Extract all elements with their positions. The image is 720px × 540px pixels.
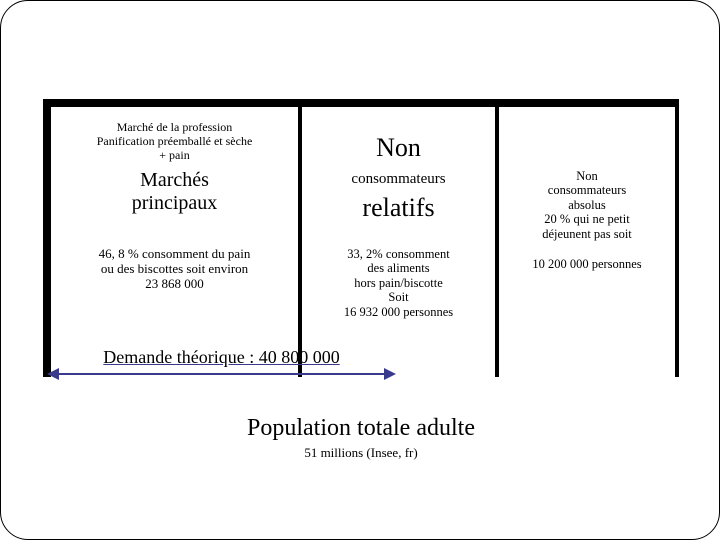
- col3-top: Nonconsommateursabsolus20 % qui ne petit…: [499, 169, 675, 241]
- col-marches-principaux: Marché de la professionPanification prée…: [51, 107, 298, 377]
- col2-big-non: Non: [302, 133, 495, 163]
- col2-body: 33, 2% consommentdes alimentshors pain/b…: [302, 247, 495, 319]
- col1-header-big: Marchésprincipaux: [51, 169, 298, 215]
- population-sub: 51 millions (Insee, fr): [1, 445, 720, 461]
- col2-big-relatifs: relatifs: [302, 193, 495, 223]
- demande-text: Demande théorique : 40 800 000: [49, 347, 394, 368]
- slide-frame: Marché de la professionPanification prée…: [0, 0, 720, 540]
- demande-theorique: Demande théorique : 40 800 000: [49, 347, 394, 377]
- market-table: Marché de la professionPanification prée…: [43, 99, 679, 377]
- population-title: Population totale adulte: [1, 415, 720, 442]
- double-arrow-line: [49, 373, 394, 375]
- arrow-right-icon: [384, 368, 396, 380]
- col1-body: 46, 8 % consomment du painou des biscott…: [51, 247, 298, 292]
- col-non-consommateurs-relatifs: Non consommateurs relatifs 33, 2% consom…: [302, 107, 495, 377]
- col3-body: 10 200 000 personnes: [499, 257, 675, 271]
- col-non-consommateurs-absolus: Nonconsommateursabsolus20 % qui ne petit…: [499, 107, 675, 377]
- col2-mid: consommateurs: [302, 171, 495, 188]
- arrow-left-icon: [47, 368, 59, 380]
- col1-header-small: Marché de la professionPanification prée…: [51, 121, 298, 162]
